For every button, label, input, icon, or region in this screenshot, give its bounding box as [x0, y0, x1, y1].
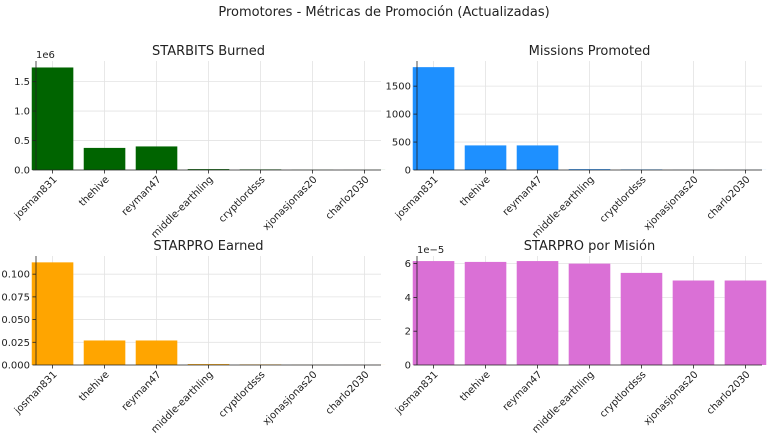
x-tick-label: xjonasjonas20: [261, 174, 320, 233]
x-tick-label: xjonasjonas20: [642, 174, 701, 233]
x-tick-label: xjonasjonas20: [261, 369, 320, 428]
x-tick-label: charlo2030: [705, 369, 753, 417]
subplot-2: Missions Promoted 0 500 1000 1500 josman831 th…: [386, 44, 767, 241]
x-tick-label: cryptlordsss: [598, 369, 649, 420]
x-tick-label: charlo2030: [324, 174, 372, 222]
y-tick-label: 500: [392, 138, 411, 149]
y-tick-label: 1000: [386, 110, 411, 121]
y-tick-label: 0.075: [1, 292, 30, 303]
x-tick-label: reyman47: [120, 174, 164, 218]
y-tick-label: 0.5: [14, 136, 30, 147]
y-tick-label: 1.5: [14, 77, 30, 88]
bar-josman831: [412, 67, 455, 170]
bar-reyman47: [135, 340, 178, 365]
x-tick-label: josman831: [393, 174, 441, 222]
bar-thehive: [464, 145, 507, 170]
x-tick-label: cryptlordsss: [217, 174, 268, 225]
y-tick-label: 0.000: [1, 361, 30, 372]
x-tick-label: charlo2030: [705, 174, 753, 222]
y-tick-label: 0: [405, 361, 411, 372]
x-tick-label: thehive: [458, 174, 492, 208]
figure-suptitle: Promotores - Métricas de Promoción (Actu…: [218, 5, 549, 20]
bar-middle-earthling: [187, 364, 230, 365]
bar-josman831: [412, 261, 455, 365]
subplot-title: Missions Promoted: [529, 44, 651, 59]
bar-xjonasjonas20: [672, 280, 715, 365]
x-tick-label: reyman47: [501, 174, 545, 218]
bar-josman831: [31, 262, 74, 365]
subplot-title: STARPRO Earned: [153, 239, 263, 254]
y-tick-label: 1500: [386, 82, 411, 93]
x-tick-label: xjonasjonas20: [642, 369, 701, 428]
bar-reyman47: [135, 146, 178, 170]
bar-middle-earthling: [568, 169, 611, 170]
x-tick-label: josman831: [12, 369, 60, 417]
bar-middle-earthling: [187, 169, 230, 170]
bar-charlo2030: [724, 280, 767, 365]
y-offset-text: 1e6: [36, 50, 55, 61]
x-tick-label: cryptlordsss: [217, 369, 268, 420]
y-tick-label: 0.0: [14, 166, 30, 177]
x-tick-label: thehive: [77, 369, 111, 403]
y-tick-label: 0.050: [1, 315, 30, 326]
x-tick-label: josman831: [393, 369, 441, 417]
bar-josman831: [31, 67, 74, 170]
bar-thehive: [83, 340, 126, 365]
y-tick-label: 0.100: [1, 270, 30, 281]
y-tick-label: 0: [405, 166, 411, 177]
x-tick-label: cryptlordsss: [598, 174, 649, 225]
y-tick-label: 1.0: [14, 107, 30, 118]
x-tick-label: josman831: [12, 174, 60, 222]
subplot-1: STARBITS Burned 0.0 0.5 1.0 1.5 1e6 josman831 t…: [12, 44, 386, 241]
bar-thehive: [464, 261, 507, 365]
y-offset-text: 1e−5: [417, 245, 444, 256]
bar-cryptlordsss: [620, 272, 663, 365]
bar-reyman47: [516, 261, 559, 365]
x-tick-label: reyman47: [501, 369, 545, 413]
y-tick-label: 0.025: [1, 338, 30, 349]
y-tick-label: 6: [405, 259, 411, 270]
subplot-title: STARPRO por Misión: [524, 239, 655, 254]
subplot-3: STARPRO Earned 0.000 0.025 0.050 0.075 0.100 j…: [1, 239, 386, 433]
y-tick-label: 2: [405, 327, 411, 338]
x-tick-label: reyman47: [120, 369, 164, 413]
x-tick-label: thehive: [77, 174, 111, 208]
bar-middle-earthling: [568, 263, 611, 365]
bar-reyman47: [516, 145, 559, 170]
subplot-title: STARBITS Burned: [152, 44, 265, 59]
x-tick-label: thehive: [458, 369, 492, 403]
bar-thehive: [83, 147, 126, 170]
x-tick-label: charlo2030: [324, 369, 372, 417]
subplot-4: STARPRO por Misión 0 2 4 6 1e−5 josman831 thehi…: [393, 239, 767, 433]
y-tick-label: 4: [405, 293, 411, 304]
